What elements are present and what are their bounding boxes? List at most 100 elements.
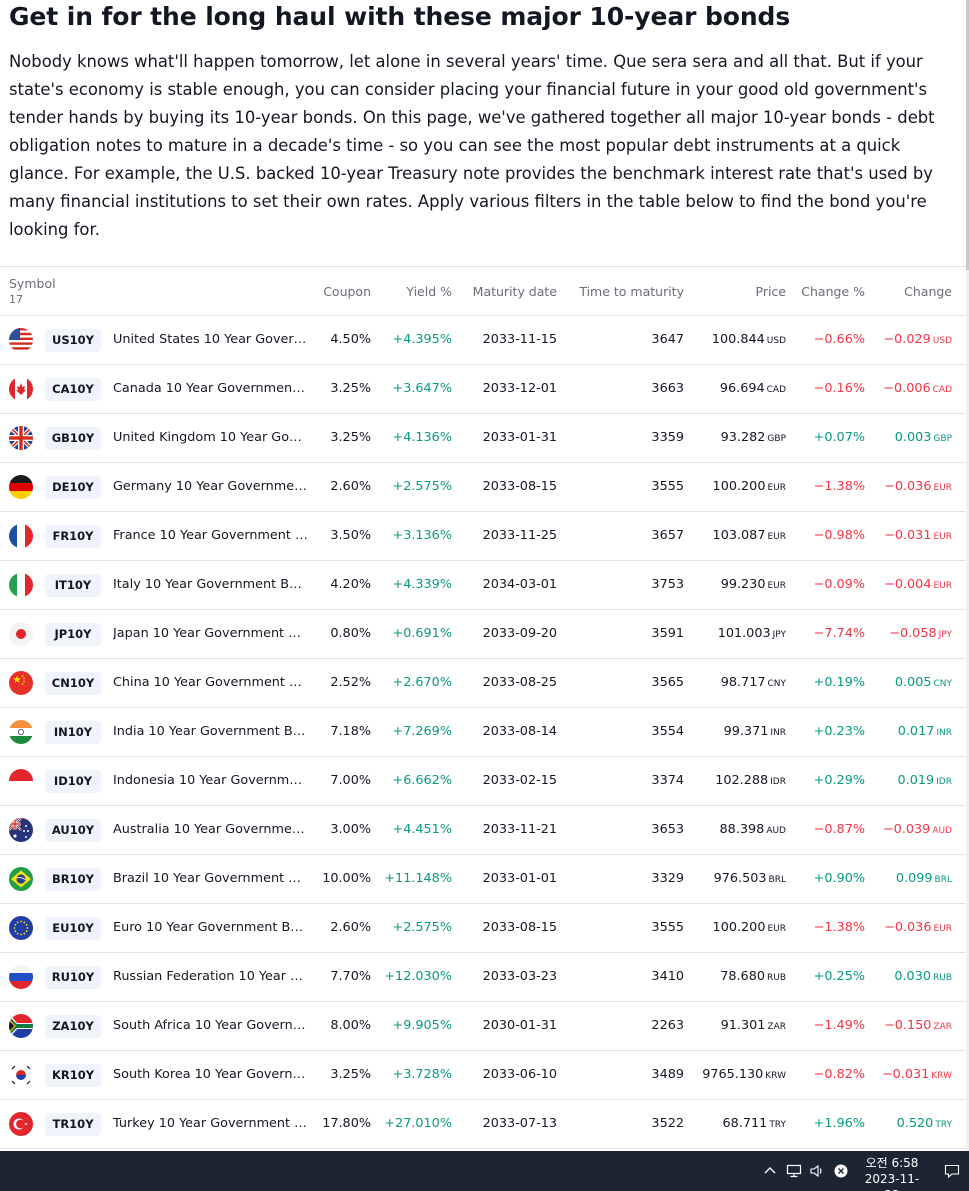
bond-name[interactable]: China 10 Year Government Bond <box>113 675 308 690</box>
table-row[interactable]: RU10Y Russian Federation 10 Year Governme… <box>0 953 966 1002</box>
header-time-to-maturity[interactable]: Time to maturity <box>579 284 684 299</box>
bond-name[interactable]: South Korea 10 Year Government Bond <box>113 1067 308 1082</box>
table-row[interactable]: CN10Y China 10 Year Government Bond 2.52% +… <box>0 659 966 708</box>
bond-name[interactable]: Canada 10 Year Government Bond <box>113 381 308 396</box>
time-to-maturity-cell: 3753 <box>651 577 684 592</box>
change-cell: −0.058 JPY <box>889 626 952 641</box>
bond-name[interactable]: Russian Federation 10 Year Government Bo… <box>113 969 308 984</box>
br-flag-icon <box>9 867 33 891</box>
change-percent-cell: −0.82% <box>813 1067 865 1082</box>
ticker-badge[interactable]: JP10Y <box>45 623 101 646</box>
header-coupon[interactable]: Coupon <box>323 284 371 299</box>
ticker-badge[interactable]: ZA10Y <box>45 1015 101 1038</box>
ticker-badge[interactable]: GB10Y <box>45 427 101 450</box>
table-row[interactable]: ID10Y Indonesia 10 Year Government Bond 7.… <box>0 757 966 806</box>
time-to-maturity-cell: 3522 <box>651 1116 684 1131</box>
bond-name[interactable]: France 10 Year Government Bond <box>113 528 308 543</box>
price-currency: EUR <box>767 581 786 591</box>
table-row[interactable]: JP10Y Japan 10 Year Government Bond 0.80% +… <box>0 610 966 659</box>
yield-cell: +4.339% <box>392 577 452 592</box>
table-row[interactable]: IN10Y India 10 Year Government Bond 7.18% +… <box>0 708 966 757</box>
ticker-badge[interactable]: ID10Y <box>45 770 101 793</box>
table-row[interactable]: KR10Y South Korea 10 Year Government Bond… <box>0 1051 966 1100</box>
change-percent-cell: −1.38% <box>813 920 865 935</box>
change-cell: −0.029 USD <box>883 332 952 347</box>
ticker-badge[interactable]: EU10Y <box>45 917 101 940</box>
chevron-up-icon[interactable] <box>763 1163 777 1183</box>
bond-name[interactable]: Australia 10 Year Government Bond <box>113 822 308 837</box>
table-row[interactable]: TR10Y Turkey 10 Year Government Bond 17.80… <box>0 1100 966 1149</box>
bond-name[interactable]: Germany 10 Year Government Bond <box>113 479 308 494</box>
yield-cell: +6.662% <box>392 773 452 788</box>
ticker-badge[interactable]: FR10Y <box>45 525 101 548</box>
header-change-percent[interactable]: Change % <box>801 284 865 299</box>
change-cell: 0.003 GBP <box>895 430 952 445</box>
table-row[interactable]: CA10Y Canada 10 Year Government Bond 3.25%… <box>0 365 966 414</box>
time-to-maturity-cell: 3555 <box>651 479 684 494</box>
change-currency: KRW <box>931 1071 952 1081</box>
ticker-badge[interactable]: CA10Y <box>45 378 101 401</box>
bond-name[interactable]: Brazil 10 Year Government Bond <box>113 871 308 886</box>
table-row[interactable]: DE10Y Germany 10 Year Government Bond 2.60… <box>0 463 966 512</box>
table-row[interactable]: BR10Y Brazil 10 Year Government Bond 10.00… <box>0 855 966 904</box>
ticker-badge[interactable]: DE10Y <box>45 476 101 499</box>
header-symbol[interactable]: Symbol <box>9 276 56 291</box>
bond-name[interactable]: South Africa 10 Year Government Bond <box>113 1018 308 1033</box>
change-value: −0.036 <box>884 479 932 494</box>
maturity-date-cell: 2033-01-31 <box>482 430 557 445</box>
table-row[interactable]: GB10Y United Kingdom 10 Year Government B… <box>0 414 966 463</box>
ticker-badge[interactable]: IN10Y <box>45 721 101 744</box>
bond-name[interactable]: India 10 Year Government Bond <box>113 724 308 739</box>
price-value: 96.694 <box>719 381 765 396</box>
change-value: −0.036 <box>884 920 932 935</box>
yield-cell: +7.269% <box>392 724 452 739</box>
ticker-badge[interactable]: RU10Y <box>45 966 101 989</box>
scrollbar-thumb[interactable] <box>966 0 969 270</box>
us-flag-icon <box>9 328 33 352</box>
ticker-badge[interactable]: BR10Y <box>45 868 101 891</box>
maturity-date-cell: 2033-08-15 <box>482 479 557 494</box>
ticker-badge[interactable]: KR10Y <box>45 1064 101 1087</box>
time-to-maturity-cell: 3555 <box>651 920 684 935</box>
scrollbar-track[interactable] <box>966 0 969 1151</box>
notification-icon[interactable] <box>944 1163 960 1183</box>
yield-cell: +3.136% <box>392 528 452 543</box>
maturity-date-cell: 2033-03-23 <box>482 969 557 984</box>
table-header: Symbol 17 Coupon Yield % Maturity date T… <box>0 266 966 316</box>
coupon-cell: 4.50% <box>330 332 371 347</box>
table-row[interactable]: IT10Y Italy 10 Year Government Bond 4.20% +… <box>0 561 966 610</box>
time-to-maturity-cell: 3653 <box>651 822 684 837</box>
taskbar-clock[interactable]: 오전 6:58 2023-11-22 <box>860 1155 924 1191</box>
maturity-date-cell: 2033-06-10 <box>482 1067 557 1082</box>
network-icon[interactable] <box>786 1163 802 1183</box>
maturity-date-cell: 2033-11-15 <box>482 332 557 347</box>
header-yield[interactable]: Yield % <box>406 284 452 299</box>
ticker-badge[interactable]: TR10Y <box>45 1113 101 1136</box>
bond-name[interactable]: Italy 10 Year Government Bond <box>113 577 308 592</box>
header-change[interactable]: Change <box>904 284 952 299</box>
bond-name[interactable]: Japan 10 Year Government Bond <box>113 626 308 641</box>
bond-name[interactable]: Euro 10 Year Government Bond <box>113 920 308 935</box>
time-to-maturity-cell: 3489 <box>651 1067 684 1082</box>
header-maturity-date[interactable]: Maturity date <box>472 284 557 299</box>
bond-name[interactable]: Indonesia 10 Year Government Bond <box>113 773 308 788</box>
table-row[interactable]: FR10Y France 10 Year Government Bond 3.50%… <box>0 512 966 561</box>
close-circle-icon[interactable] <box>833 1163 849 1183</box>
ticker-badge[interactable]: CN10Y <box>45 672 101 695</box>
table-row[interactable]: US10Y United States 10 Year Government Bo… <box>0 316 966 365</box>
table-row[interactable]: EU10Y Euro 10 Year Government Bond 2.60% +2… <box>0 904 966 953</box>
maturity-date-cell: 2033-07-13 <box>482 1116 557 1131</box>
change-percent-cell: +0.07% <box>813 430 865 445</box>
ticker-badge[interactable]: AU10Y <box>45 819 101 842</box>
ticker-badge[interactable]: IT10Y <box>45 574 101 597</box>
volume-icon[interactable] <box>809 1163 825 1183</box>
bond-name[interactable]: United States 10 Year Government Bond <box>113 332 308 347</box>
bond-name[interactable]: Turkey 10 Year Government Bond <box>113 1116 308 1131</box>
header-price[interactable]: Price <box>755 284 787 299</box>
table-row[interactable]: AU10Y Australia 10 Year Government Bond 3.… <box>0 806 966 855</box>
table-row[interactable]: ZA10Y South Africa 10 Year Government Bon… <box>0 1002 966 1051</box>
price-currency: USD <box>766 336 786 346</box>
ticker-badge[interactable]: US10Y <box>45 329 101 352</box>
change-value: 0.030 <box>894 969 931 984</box>
bond-name[interactable]: United Kingdom 10 Year Government Bond <box>113 430 308 445</box>
